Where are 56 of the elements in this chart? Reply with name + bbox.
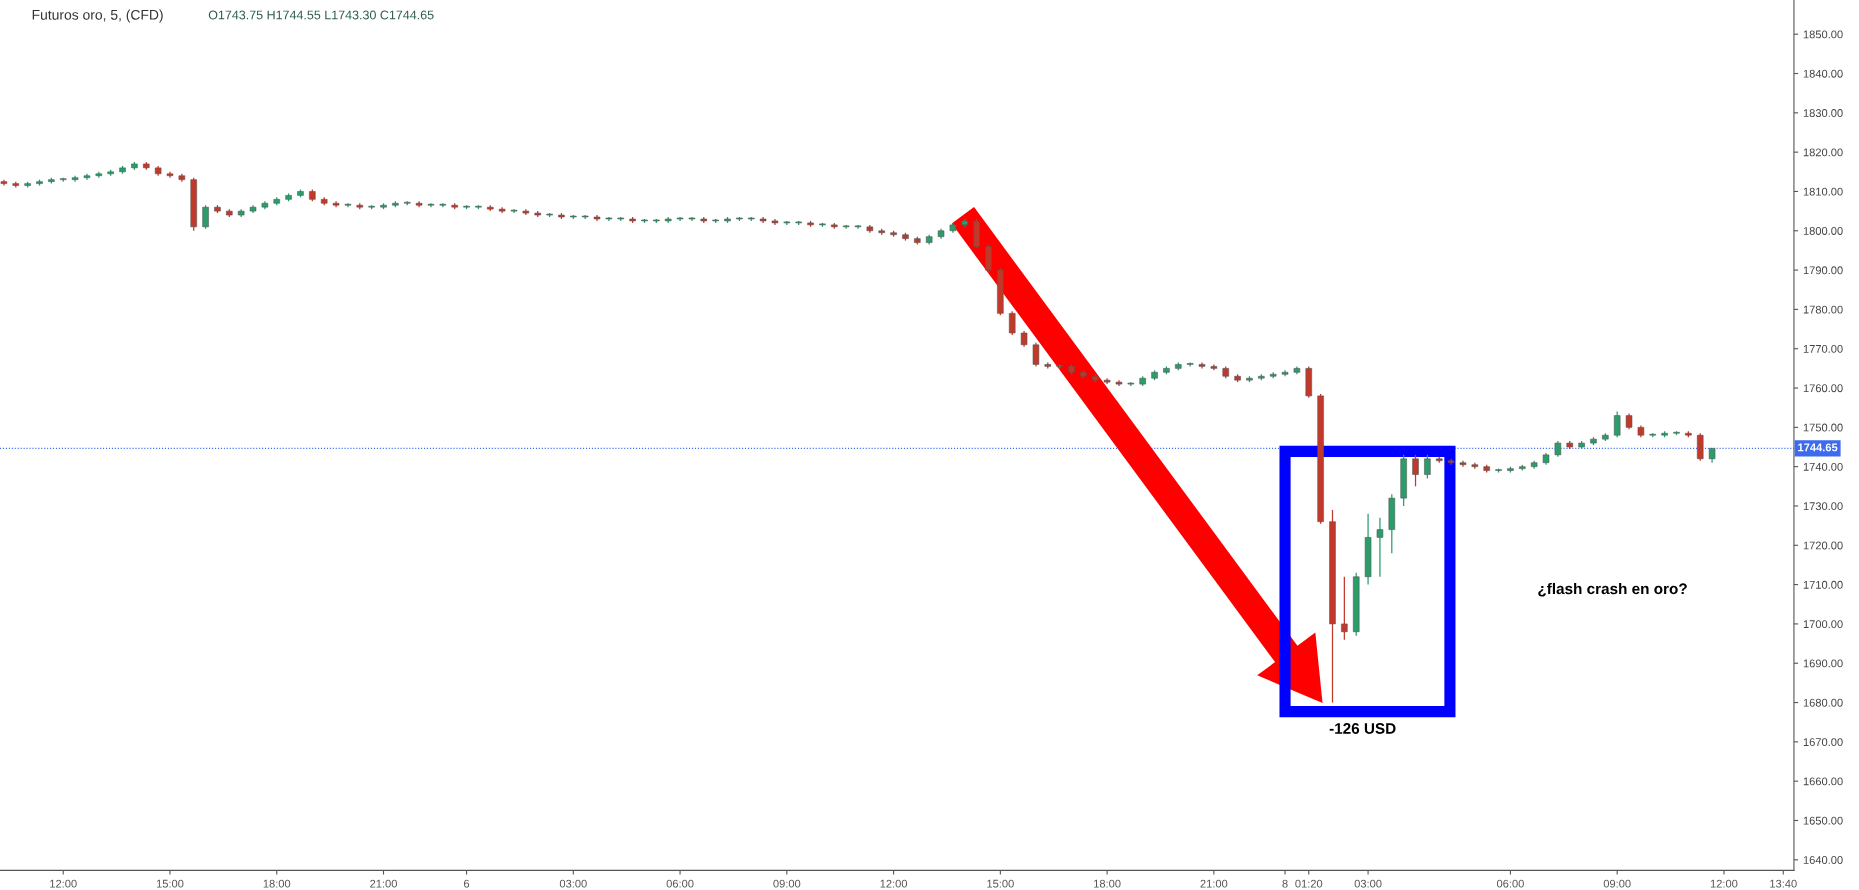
x-tick-label: 09:00 [1603,879,1631,888]
annotation: -126 USD [1329,723,1396,734]
x-tick-label: 06:00 [666,879,694,888]
candlestick [1032,342,1040,368]
x-tick-label: 6 [464,879,470,888]
x-tick-label: 15:00 [987,879,1014,888]
y-tick-label: 1700.00 [1803,620,1843,629]
candlestick [985,243,992,273]
y-tick-label: 1750.00 [1803,423,1843,432]
y-tick-label: 1670.00 [1803,738,1843,746]
x-tick-label: 12:00 [50,879,77,888]
candlestick [1696,432,1704,462]
candlestick [1341,576,1348,641]
y-tick-label: 1800.00 [1803,227,1843,235]
x-tick-label: 13:40 [1770,879,1797,888]
x-tick-label: 21:00 [1200,879,1228,888]
y-tick-label: 1640.00 [1803,856,1843,864]
x-tick-label: 15:00 [156,879,184,888]
candlestick [1008,310,1016,336]
y-tick-label: 1760.00 [1803,384,1843,393]
x-tick-label: 09:00 [773,879,801,888]
x-tick-label: 21:00 [370,879,397,888]
x-tick-label: 06:00 [1496,879,1524,888]
annotation: O1743.75 H1744.55 L1743.30 C1744.65 [208,10,434,20]
y-tick-label: 1840.00 [1803,69,1843,78]
y-tick-label: 1680.00 [1803,698,1843,707]
y-tick-label: 1830.00 [1803,109,1843,117]
y-tick-label: 1660.00 [1803,777,1843,786]
y-tick-label: 1770.00 [1803,344,1843,353]
y-tick-label: 1690.00 [1803,659,1843,668]
y-tick-label: 1780.00 [1803,305,1843,314]
y-tick-label: 1790.00 [1803,266,1843,275]
x-tick-label: 12:00 [1710,879,1738,888]
y-tick-label: 1810.00 [1803,187,1843,196]
y-tick-label: 1720.00 [1803,541,1843,550]
x-tick-label: 01:20 [1295,879,1323,888]
ref-line-label: 1744.65 [1798,443,1838,452]
y-tick-label: 1740.00 [1803,462,1843,471]
y-tick-label: 1730.00 [1803,502,1843,511]
x-tick-label: 18:00 [1094,879,1121,888]
candlestick [1376,517,1384,578]
x-tick-label: 12:00 [880,879,908,888]
y-tick-label: 1650.00 [1803,816,1843,825]
x-tick-label: 18:00 [263,879,291,888]
x-tick-label: 03:00 [559,879,587,888]
candlestick [1412,454,1419,487]
candlestick [1613,410,1621,438]
candlestick [1424,454,1431,480]
text: Futuros oro, 5, (CFD) [32,9,163,23]
y-tick-label: 1820.00 [1803,148,1843,157]
x-tick-label: 8 [1282,879,1288,888]
annotation: ¿flash crash en oro? [1538,582,1687,597]
candlestick [202,204,209,230]
x-tick-label: 03:00 [1354,879,1382,888]
y-tick-label: 1850.00 [1803,30,1843,39]
y-tick-label: 1710.00 [1803,580,1843,589]
